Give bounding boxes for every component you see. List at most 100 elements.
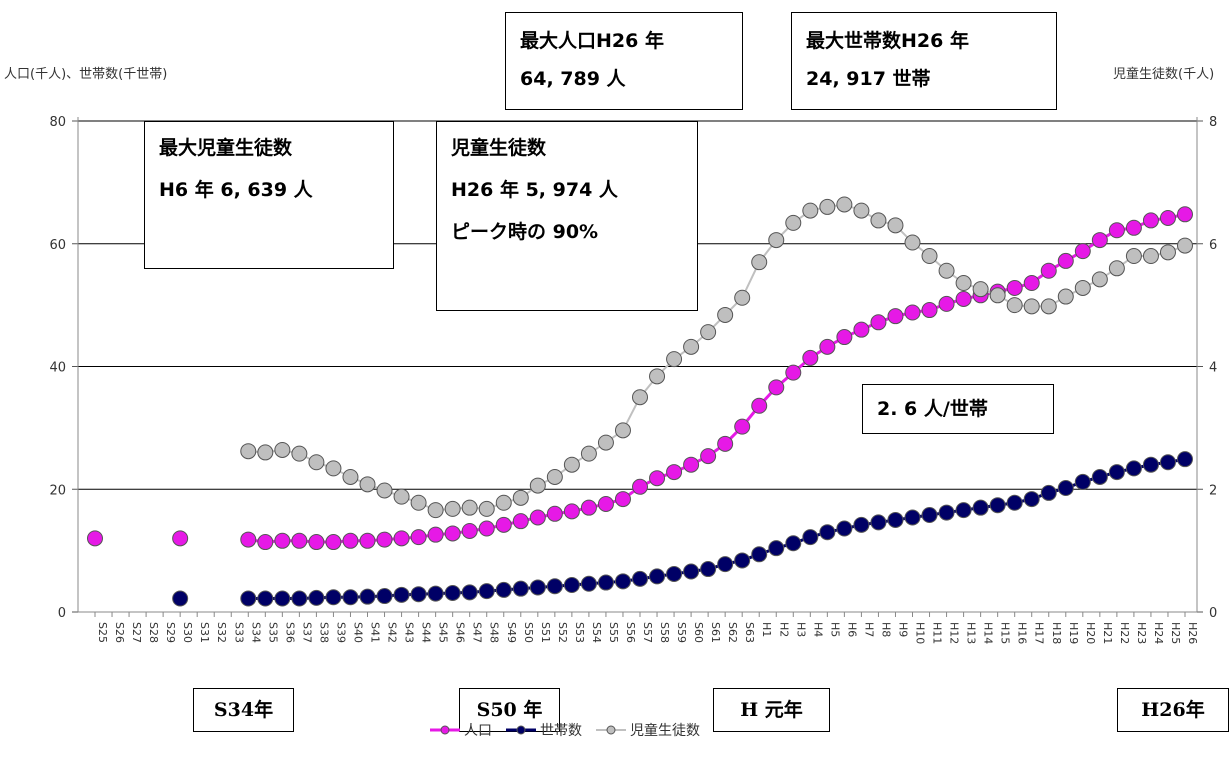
data-point (683, 338, 700, 355)
data-point (87, 530, 103, 547)
data-point (461, 499, 478, 516)
data-point (734, 289, 751, 306)
data-point (734, 418, 751, 435)
x-tick-label: S49 (505, 622, 518, 643)
x-tick-label: S34 (249, 622, 262, 643)
data-point (563, 503, 580, 520)
data-point (836, 520, 853, 537)
data-point (308, 454, 325, 471)
data-point (393, 530, 410, 547)
legend-label-households: 世帯数 (540, 723, 582, 739)
data-point (1023, 275, 1040, 292)
data-point (904, 304, 921, 321)
x-tick-label: H4 (811, 622, 824, 637)
legend-label-students: 児童生徒数 (630, 723, 700, 739)
x-tick-label: S46 (454, 622, 467, 643)
data-point (512, 489, 529, 506)
data-point (291, 590, 308, 607)
data-point (1125, 460, 1142, 477)
callout-max-students: 最大児童生徒数 H6 年 6, 639 人 (144, 121, 394, 269)
data-point (359, 532, 376, 549)
data-point (1091, 468, 1108, 485)
data-point (938, 262, 955, 279)
data-point (1125, 219, 1142, 236)
callout-max-population: 最大人口H26 年 64, 789 人 (505, 12, 743, 110)
x-tick-label: S37 (300, 622, 313, 643)
data-point (257, 590, 274, 607)
data-point (512, 580, 529, 597)
data-point (1091, 271, 1108, 288)
x-tick-label: S33 (232, 622, 245, 643)
right-tick-label: 4 (1209, 361, 1217, 376)
x-tick-label: S44 (420, 622, 433, 643)
data-point (751, 254, 768, 271)
data-point (887, 308, 904, 325)
data-point (632, 570, 648, 587)
x-tick-label: H24 (1152, 622, 1165, 644)
data-point (1006, 297, 1023, 314)
data-point (614, 573, 631, 590)
data-point (853, 202, 870, 219)
data-point (955, 502, 972, 519)
x-tick-label: H9 (896, 622, 909, 637)
data-point (342, 532, 359, 549)
data-point (495, 516, 512, 533)
left-tick-label: 0 (58, 606, 66, 621)
data-point (853, 321, 870, 338)
data-point (410, 529, 427, 546)
data-point (972, 281, 989, 298)
x-tick-label: S56 (624, 622, 637, 643)
data-point (768, 232, 785, 249)
data-point (546, 578, 563, 595)
data-point (1040, 262, 1057, 279)
data-point (904, 509, 921, 526)
callout-students-current: 児童生徒数 H26 年 5, 974 人 ピーク時の 90% (436, 121, 698, 311)
data-point (649, 568, 666, 585)
x-tick-label: H15 (999, 622, 1012, 644)
data-point (887, 217, 904, 234)
data-point (325, 589, 342, 606)
x-tick-label: H18 (1050, 622, 1063, 644)
data-point (172, 590, 189, 607)
x-tick-label: H14 (982, 622, 995, 644)
x-tick-label: S32 (215, 622, 228, 643)
x-tick-label: S41 (369, 622, 382, 643)
data-point (461, 522, 478, 539)
data-point (683, 563, 700, 580)
data-point (989, 497, 1006, 514)
data-point (683, 456, 700, 473)
data-point (1177, 206, 1193, 223)
data-point (1006, 494, 1023, 511)
right-tick-label: 2 (1209, 483, 1217, 498)
data-point (1074, 279, 1091, 296)
legend-label-population: 人口 (464, 723, 492, 739)
data-point (546, 505, 563, 522)
x-tick-label: S40 (351, 622, 364, 643)
x-tick-label: H2 (777, 622, 790, 637)
data-point (870, 314, 887, 331)
data-point (1159, 209, 1176, 226)
callout-persons-per-household: 2. 6 人/世帯 (862, 384, 1054, 434)
data-point (597, 495, 614, 512)
x-tick-label: S31 (198, 622, 211, 643)
callout-students-current-line2: H26 年 5, 974 人 (451, 179, 618, 201)
x-tick-label: S36 (283, 622, 296, 643)
data-point (802, 349, 819, 366)
data-point (666, 351, 683, 368)
data-point (972, 499, 989, 516)
data-point (802, 202, 819, 219)
callout-max-households-line2: 24, 917 世帯 (806, 68, 931, 90)
data-point (1091, 232, 1108, 249)
era-label-s34: S34年 (193, 688, 294, 732)
data-point (1040, 484, 1057, 501)
data-point (427, 526, 444, 543)
legend-item-households: 世帯数 (506, 720, 582, 740)
x-tick-label: S62 (726, 622, 739, 643)
data-point (444, 500, 461, 517)
data-point (700, 448, 717, 465)
data-point (325, 460, 342, 477)
x-tick-label: S54 (590, 622, 603, 643)
x-tick-label: S38 (317, 622, 330, 643)
x-tick-label: S47 (471, 622, 484, 643)
